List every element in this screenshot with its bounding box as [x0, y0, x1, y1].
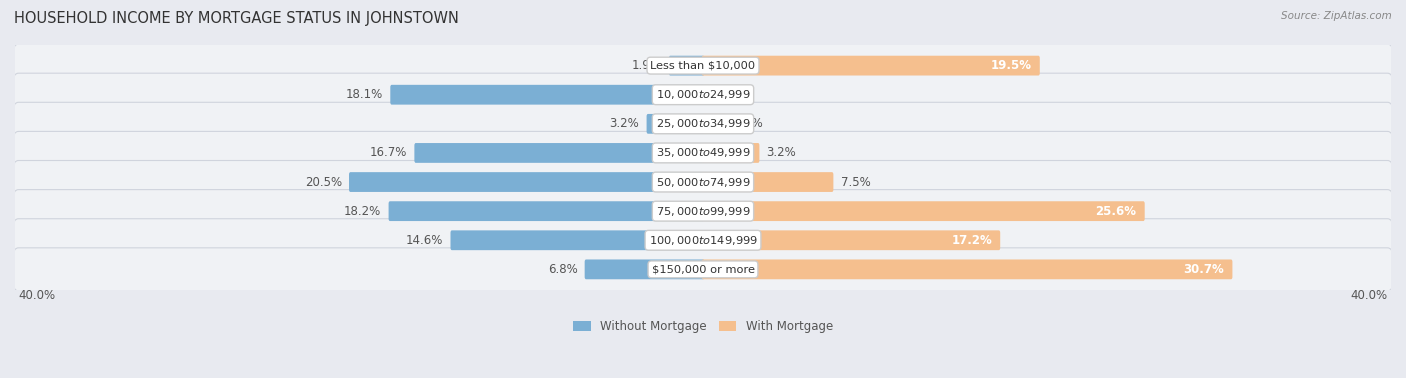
FancyBboxPatch shape — [647, 114, 704, 134]
Legend: Without Mortgage, With Mortgage: Without Mortgage, With Mortgage — [568, 315, 838, 338]
Text: $25,000 to $34,999: $25,000 to $34,999 — [655, 117, 751, 130]
FancyBboxPatch shape — [702, 172, 834, 192]
Text: 16.7%: 16.7% — [370, 146, 408, 160]
Text: 6.8%: 6.8% — [548, 263, 578, 276]
Text: 40.0%: 40.0% — [18, 289, 56, 302]
Text: 18.1%: 18.1% — [346, 88, 382, 101]
FancyBboxPatch shape — [13, 132, 1393, 175]
FancyBboxPatch shape — [702, 259, 1233, 279]
FancyBboxPatch shape — [702, 56, 1040, 76]
Text: 7.5%: 7.5% — [841, 175, 870, 189]
Text: 0.0%: 0.0% — [711, 88, 741, 101]
Text: 30.7%: 30.7% — [1184, 263, 1225, 276]
FancyBboxPatch shape — [669, 56, 704, 76]
FancyBboxPatch shape — [349, 172, 704, 192]
Text: 3.2%: 3.2% — [610, 117, 640, 130]
FancyBboxPatch shape — [13, 248, 1393, 291]
Text: 20.5%: 20.5% — [305, 175, 342, 189]
Text: 14.6%: 14.6% — [406, 234, 443, 247]
Text: $50,000 to $74,999: $50,000 to $74,999 — [655, 175, 751, 189]
FancyBboxPatch shape — [391, 85, 704, 105]
FancyBboxPatch shape — [13, 73, 1393, 116]
FancyBboxPatch shape — [13, 102, 1393, 146]
Text: Less than $10,000: Less than $10,000 — [651, 60, 755, 71]
Text: 1.9%: 1.9% — [631, 59, 662, 72]
FancyBboxPatch shape — [13, 190, 1393, 233]
Text: 17.2%: 17.2% — [952, 234, 993, 247]
FancyBboxPatch shape — [13, 44, 1393, 87]
FancyBboxPatch shape — [388, 201, 704, 221]
FancyBboxPatch shape — [585, 259, 704, 279]
FancyBboxPatch shape — [13, 161, 1393, 204]
Text: HOUSEHOLD INCOME BY MORTGAGE STATUS IN JOHNSTOWN: HOUSEHOLD INCOME BY MORTGAGE STATUS IN J… — [14, 11, 458, 26]
Text: 19.5%: 19.5% — [990, 59, 1032, 72]
Text: 1.3%: 1.3% — [734, 117, 763, 130]
FancyBboxPatch shape — [415, 143, 704, 163]
Text: $10,000 to $24,999: $10,000 to $24,999 — [655, 88, 751, 101]
Text: $35,000 to $49,999: $35,000 to $49,999 — [655, 146, 751, 160]
FancyBboxPatch shape — [13, 219, 1393, 262]
Text: $150,000 or more: $150,000 or more — [651, 264, 755, 274]
Text: $100,000 to $149,999: $100,000 to $149,999 — [648, 234, 758, 247]
FancyBboxPatch shape — [702, 201, 1144, 221]
FancyBboxPatch shape — [702, 114, 727, 134]
Text: Source: ZipAtlas.com: Source: ZipAtlas.com — [1281, 11, 1392, 21]
Text: 3.2%: 3.2% — [766, 146, 796, 160]
Text: 40.0%: 40.0% — [1350, 289, 1388, 302]
Text: $75,000 to $99,999: $75,000 to $99,999 — [655, 204, 751, 218]
Text: 25.6%: 25.6% — [1095, 204, 1136, 218]
FancyBboxPatch shape — [702, 230, 1000, 250]
FancyBboxPatch shape — [702, 143, 759, 163]
Text: 18.2%: 18.2% — [344, 204, 381, 218]
FancyBboxPatch shape — [450, 230, 704, 250]
